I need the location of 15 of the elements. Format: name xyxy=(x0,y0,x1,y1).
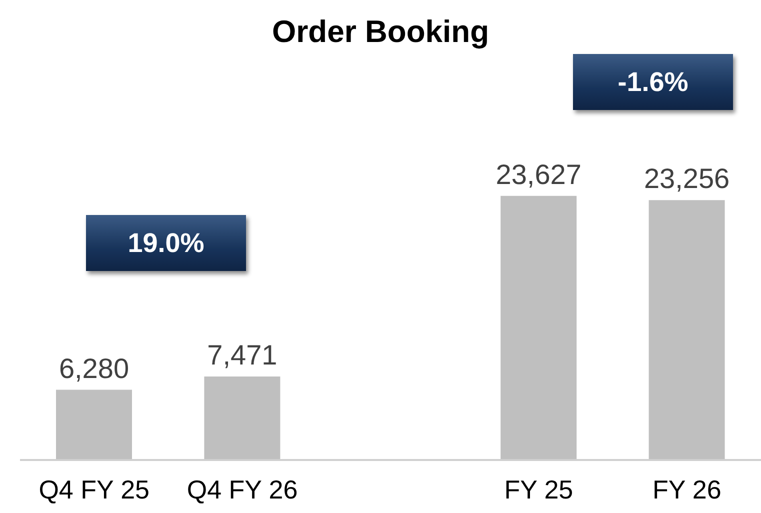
bar xyxy=(500,196,577,460)
x-tick-label: FY 26 xyxy=(652,474,722,504)
chart-title: Order Booking xyxy=(270,14,490,50)
data-label: 6,280 xyxy=(58,352,130,384)
text: -1.6% xyxy=(573,54,733,110)
x-tick-label: Q4 FY 26 xyxy=(186,474,298,504)
data-label: 23,627 xyxy=(496,158,582,190)
x-tick-label: FY 25 xyxy=(504,474,574,504)
data-label: 23,256 xyxy=(644,163,730,194)
bar xyxy=(56,390,132,460)
annotation: 19.0% xyxy=(86,215,246,271)
bar xyxy=(204,376,280,460)
data-label: 7,471 xyxy=(207,340,278,370)
x-tick-label: Q4 FY 25 xyxy=(38,474,150,504)
bar xyxy=(648,200,725,460)
